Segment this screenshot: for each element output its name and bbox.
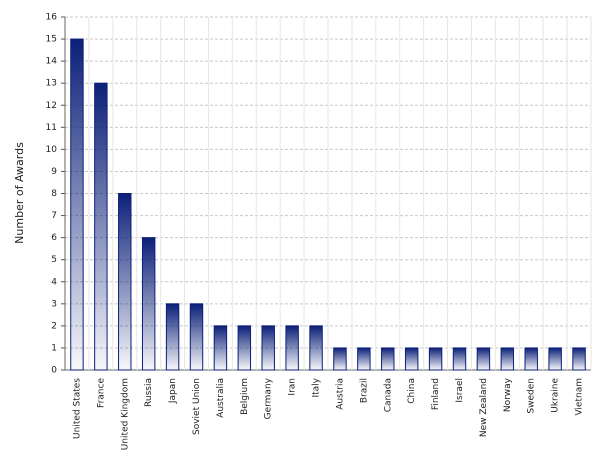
- bar: [213, 325, 228, 371]
- bar: [524, 347, 538, 371]
- bar: [452, 347, 467, 371]
- x-tick-label: Austria: [335, 378, 345, 410]
- x-tick-label: United States: [72, 378, 82, 439]
- bar: [141, 237, 156, 371]
- y-tick-label: 7: [51, 211, 57, 221]
- x-tick-label: Russia: [144, 378, 154, 407]
- y-tick-label: 10: [46, 145, 58, 155]
- y-tick-label: 13: [46, 79, 57, 89]
- x-tick-label: Israel: [455, 378, 465, 403]
- x-tick-label: China: [407, 378, 417, 404]
- x-tick-label: Brazil: [359, 378, 369, 403]
- bar: [381, 347, 395, 371]
- bar: [94, 82, 108, 371]
- bar: [118, 193, 132, 371]
- bar: [237, 325, 252, 371]
- y-tick-label: 5: [51, 255, 57, 265]
- y-tick-label: 4: [51, 277, 57, 287]
- bar: [572, 347, 586, 371]
- y-tick-label: 6: [51, 233, 57, 243]
- bar: [476, 347, 491, 371]
- bar: [500, 347, 515, 371]
- x-tick-label: Germany: [264, 377, 274, 419]
- x-tick-label: Finland: [431, 378, 441, 410]
- y-tick-label: 15: [46, 35, 57, 45]
- x-tick-label: Australia: [216, 378, 226, 418]
- bar: [333, 347, 347, 371]
- bar: [309, 325, 323, 371]
- bar: [70, 38, 84, 371]
- bar: [548, 347, 562, 371]
- bar: [357, 347, 371, 371]
- x-tick-label: Canada: [383, 378, 393, 412]
- y-tick-label: 3: [51, 299, 57, 309]
- bar: [261, 325, 275, 371]
- x-tick-label: United Kingdom: [120, 378, 130, 450]
- bar: [285, 325, 299, 371]
- y-tick-label: 1: [51, 343, 57, 353]
- x-tick-label: Iran: [288, 378, 298, 396]
- y-axis-title: Number of Awards: [13, 142, 26, 244]
- x-tick-label: Ukraine: [551, 378, 561, 413]
- x-tick-label: New Zealand: [479, 378, 489, 437]
- x-tick-label: Japan: [168, 378, 178, 404]
- y-tick-label: 8: [51, 189, 57, 199]
- bar: [404, 347, 419, 371]
- y-tick-label: 0: [51, 366, 57, 376]
- bar: [189, 303, 204, 371]
- y-tick-label: 2: [51, 321, 57, 331]
- x-tick-label: Vietnam: [575, 378, 585, 416]
- x-tick-label: Belgium: [240, 378, 250, 415]
- x-tick-label: Norway: [503, 377, 513, 412]
- y-tick-label: 12: [46, 101, 57, 111]
- y-tick-label: 11: [46, 123, 57, 133]
- y-tick-label: 14: [46, 57, 58, 67]
- x-tick-label: France: [96, 378, 106, 408]
- x-tick-label: Italy: [312, 377, 322, 397]
- x-tick-label: Soviet Union: [192, 378, 202, 435]
- y-tick-label: 9: [51, 167, 57, 177]
- y-tick-label: 16: [46, 13, 58, 23]
- x-tick-label: Sweden: [527, 378, 537, 414]
- bar: [428, 347, 443, 371]
- bar: [165, 303, 180, 371]
